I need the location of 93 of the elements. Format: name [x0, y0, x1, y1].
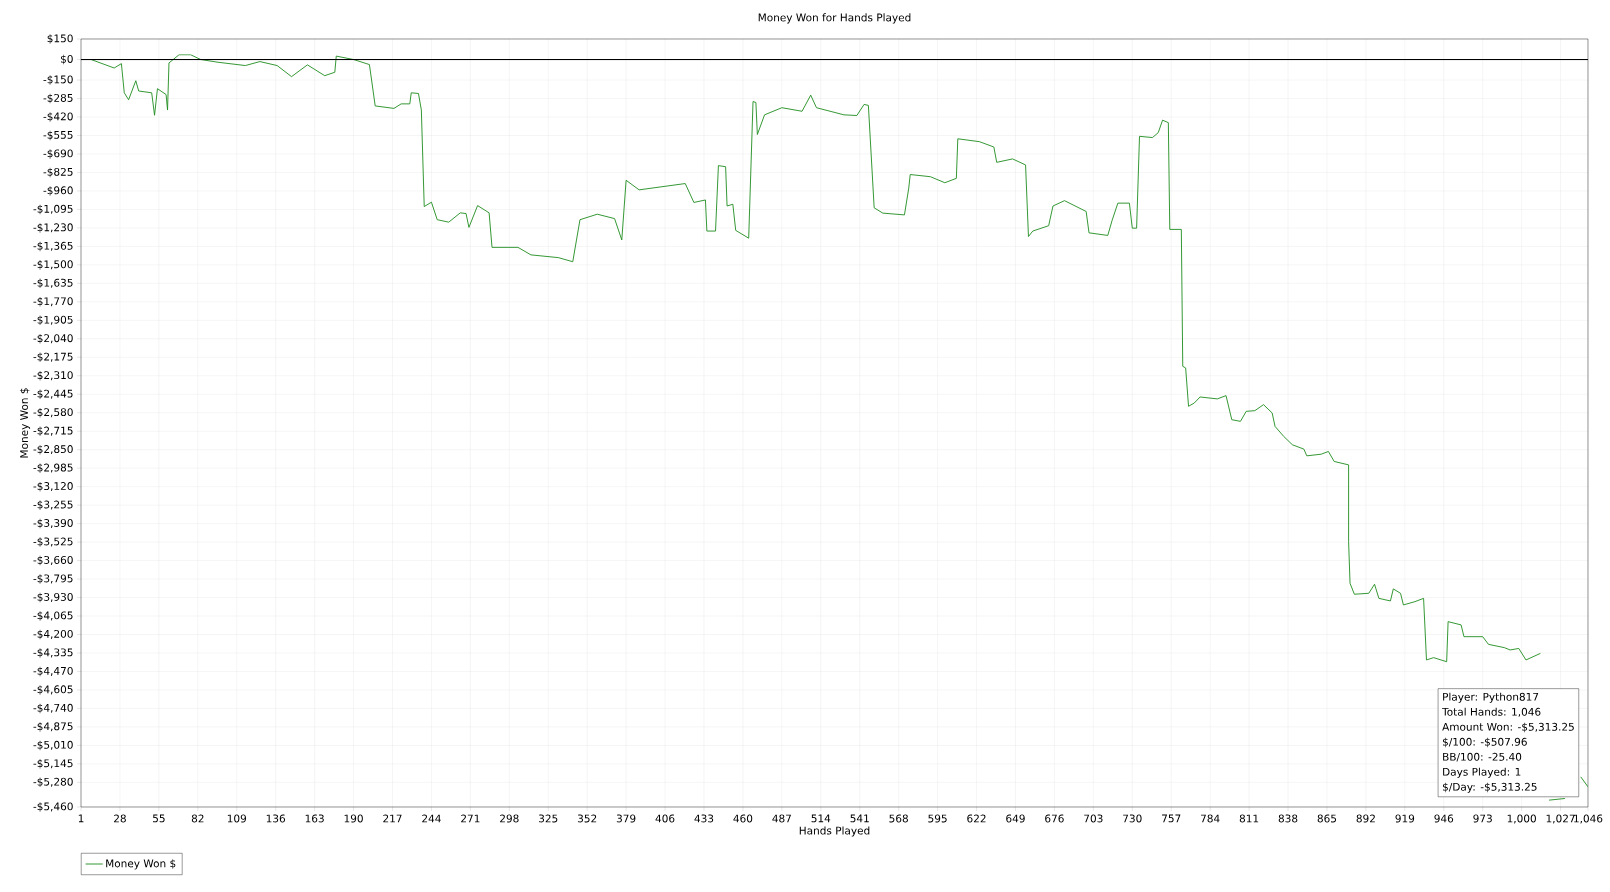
- annotation: Days Played: 1: [1443, 767, 1521, 778]
- y-tick-label: -$5,460: [33, 802, 73, 812]
- y-tick-label: -$2,175: [33, 352, 73, 363]
- x-tick-label: 271: [461, 814, 480, 823]
- annotation: $/Day: -$5,313.25: [1442, 782, 1537, 793]
- y-tick-label: -$1,635: [33, 278, 73, 289]
- y-tick-label: -$420: [43, 112, 73, 122]
- x-tick-label: 973: [1473, 814, 1492, 823]
- x-tick-label: 1: [78, 814, 84, 823]
- x-tick-label: 784: [1201, 814, 1220, 823]
- x-tick-label: 433: [694, 814, 714, 823]
- y-tick-label: -$5,280: [33, 777, 73, 788]
- chart-title: Money Won for Hands Played: [758, 13, 911, 24]
- x-tick-label: 514: [811, 814, 831, 823]
- y-tick-label: -$4,065: [33, 611, 73, 621]
- y-tick-label: $0: [61, 54, 73, 65]
- x-tick-label: 136: [266, 814, 286, 823]
- y-tick-label: -$555: [43, 130, 73, 141]
- annotation: BB/100: -25.40: [1443, 752, 1522, 762]
- x-tick-label: 352: [577, 814, 597, 823]
- x-tick-label: 244: [422, 814, 441, 823]
- annotation: $/100: -$507.96: [1442, 737, 1527, 748]
- y-tick-label: -$2,850: [33, 444, 73, 455]
- annotation: Total Hands: 1,046: [1442, 707, 1541, 717]
- x-tick-label: 109: [227, 814, 247, 823]
- x-tick-label: 406: [655, 814, 675, 823]
- y-tick-label: -$2,580: [33, 407, 73, 418]
- x-tick-label: 703: [1084, 814, 1103, 823]
- x-tick-label: 55: [153, 814, 165, 823]
- x-tick-label: 82: [191, 814, 204, 823]
- x-tick-label: 919: [1395, 814, 1415, 823]
- y-tick-label: -$3,255: [33, 500, 73, 510]
- y-tick-label: -$3,120: [33, 481, 73, 492]
- x-tick-label: 460: [733, 814, 753, 823]
- x-tick-label: 487: [772, 814, 791, 823]
- x-tick-label: 838: [1278, 814, 1298, 823]
- x-tick-label: 811: [1239, 814, 1259, 823]
- y-tick-label: -$3,390: [33, 518, 73, 529]
- y-axis-title: Money Won $: [19, 388, 31, 458]
- y-tick-label: -$4,470: [33, 666, 73, 677]
- x-tick-label: 865: [1317, 814, 1337, 823]
- y-tick-label: -$1,500: [33, 260, 73, 270]
- y-tick-label: -$285: [43, 93, 73, 104]
- y-tick-label: -$825: [43, 167, 73, 178]
- y-tick-label: -$1,095: [33, 204, 73, 215]
- x-axis-title: Hands Played: [799, 826, 870, 837]
- y-tick-label: -$960: [43, 186, 73, 196]
- y-tick-label: -$4,740: [33, 703, 73, 714]
- legend-label: Money Won $: [106, 859, 176, 870]
- x-tick-label: 946: [1434, 814, 1454, 823]
- x-tick-label: 649: [1006, 814, 1025, 823]
- x-tick-label: 1,046: [1574, 814, 1603, 824]
- x-tick-label: 541: [850, 814, 869, 823]
- x-tick-label: 190: [344, 814, 363, 823]
- x-tick-label: 676: [1045, 814, 1064, 823]
- y-tick-label: -$3,525: [33, 537, 73, 547]
- annotation: Amount Won: -$5,313.25: [1442, 722, 1574, 733]
- x-tick-label: 595: [928, 814, 947, 823]
- y-tick-label: -$4,605: [33, 685, 73, 695]
- y-tick-label: -$1,365: [33, 241, 73, 252]
- x-tick-label: 298: [500, 814, 519, 823]
- y-tick-label: -$2,310: [33, 371, 73, 381]
- annotation: Player: Python817: [1443, 692, 1539, 703]
- y-tick-label: -$3,660: [33, 555, 73, 566]
- x-tick-label: 730: [1123, 814, 1142, 823]
- y-tick-label: -$5,145: [33, 759, 73, 769]
- y-tick-label: -$4,200: [33, 629, 73, 640]
- x-tick-label: 1,000: [1507, 814, 1536, 824]
- y-tick-label: -$4,335: [33, 648, 73, 658]
- y-tick-label: -$2,445: [33, 389, 73, 399]
- y-tick-label: -$2,985: [33, 463, 73, 473]
- x-tick-label: 1,027: [1546, 814, 1575, 824]
- x-tick-label: 379: [616, 814, 636, 823]
- y-tick-label: -$3,930: [33, 592, 73, 603]
- x-tick-label: 622: [967, 814, 986, 823]
- x-tick-label: 217: [383, 814, 402, 823]
- y-tick-label: -$1,905: [33, 315, 73, 326]
- y-tick-label: -$150: [43, 75, 73, 85]
- x-tick-label: 892: [1356, 814, 1375, 823]
- y-tick-label: -$2,715: [33, 426, 73, 436]
- x-tick-label: 568: [889, 814, 908, 823]
- y-tick-label: -$1,230: [33, 223, 73, 233]
- y-tick-label: -$4,875: [33, 722, 73, 732]
- y-tick-label: $150: [47, 34, 73, 44]
- y-tick-label: -$3,795: [33, 574, 73, 584]
- y-tick-label: -$1,770: [33, 297, 73, 307]
- y-tick-label: -$5,010: [33, 740, 73, 751]
- y-tick-label: -$2,040: [33, 334, 73, 344]
- x-tick-label: 757: [1162, 814, 1181, 823]
- x-tick-label: 325: [539, 814, 558, 823]
- x-tick-label: 28: [114, 814, 126, 823]
- x-tick-label: 163: [305, 814, 324, 823]
- y-tick-label: -$690: [43, 149, 73, 159]
